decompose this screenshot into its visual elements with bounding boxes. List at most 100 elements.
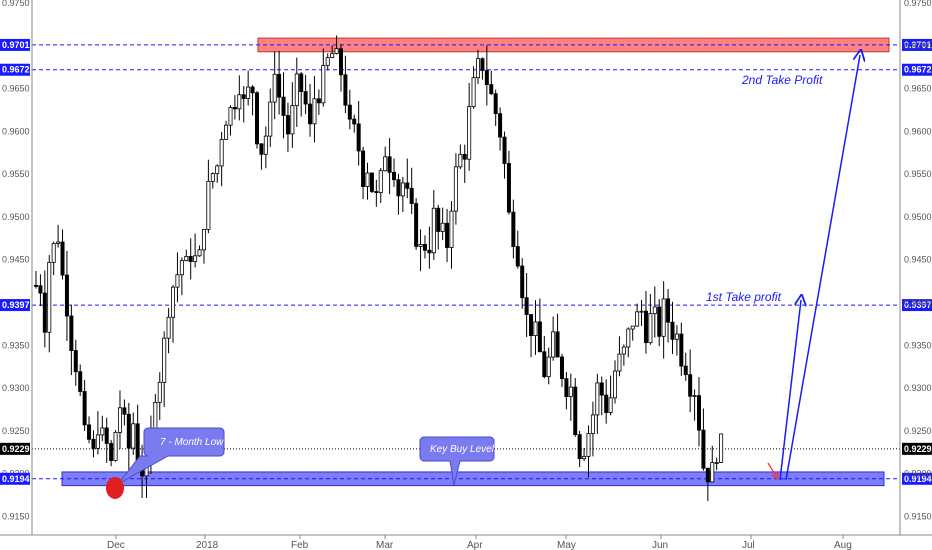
level-label-text: 0.9701 xyxy=(2,40,30,50)
level-label-bg xyxy=(0,472,30,485)
y-tick-label: 0.9550 xyxy=(904,169,932,179)
candle-body xyxy=(64,274,69,317)
candle-body xyxy=(126,413,131,449)
candle-body xyxy=(453,166,458,212)
candle-body xyxy=(175,274,180,288)
level-label-bg xyxy=(902,442,932,455)
candle-body xyxy=(666,298,671,323)
candle-body xyxy=(493,93,498,115)
level-label-text: 0.9397 xyxy=(2,300,30,310)
candle-body xyxy=(511,211,516,248)
candle-body xyxy=(422,244,427,251)
key-buy-callout-shape xyxy=(419,436,495,486)
level-price-label: 0.9194 xyxy=(0,472,30,485)
candle-body xyxy=(515,246,520,267)
candle-body xyxy=(330,53,335,59)
level-price-label: 0.9229 xyxy=(902,442,932,455)
candle-body xyxy=(551,331,556,358)
level-label-bg xyxy=(0,299,30,312)
candle-body xyxy=(445,222,450,248)
candle-body xyxy=(100,427,105,436)
candle-body xyxy=(621,346,626,355)
candle-body xyxy=(374,191,379,193)
candle-body xyxy=(312,98,317,125)
candle-body xyxy=(524,297,529,315)
candle-body xyxy=(277,73,282,98)
candle-body xyxy=(613,370,618,399)
candle-body xyxy=(325,57,330,66)
candle-body xyxy=(303,91,308,105)
candle-body xyxy=(683,365,688,376)
level-label-text: 0.9397 xyxy=(904,300,932,310)
candle-body xyxy=(166,316,171,339)
candle-body xyxy=(458,153,463,168)
candle-body xyxy=(82,391,87,426)
candle-body xyxy=(184,256,189,262)
candle-body xyxy=(635,311,640,327)
candle-body xyxy=(502,136,507,164)
level-price-label: 0.9397 xyxy=(0,299,30,312)
candle-body xyxy=(281,96,286,116)
candle-body xyxy=(228,107,233,126)
candle-body xyxy=(427,249,432,254)
candle-body xyxy=(179,260,184,276)
level-label-bg xyxy=(0,38,30,51)
candle-body xyxy=(334,48,339,54)
candle-body xyxy=(559,356,564,379)
candle-body xyxy=(648,313,653,344)
candle-body xyxy=(626,328,631,348)
candle-body xyxy=(95,434,100,449)
candle-body xyxy=(471,77,476,108)
candle-body xyxy=(418,244,423,247)
y-tick-label: 0.9150 xyxy=(904,511,932,521)
y-tick-label: 0.9650 xyxy=(2,84,30,94)
candle-body xyxy=(506,163,511,213)
y-axis-right: 0.9750 0.9700 0.9650 0.9600 0.9550 0.9500 0.94… xyxy=(0,0,932,536)
candle-body xyxy=(440,222,445,232)
candle-body xyxy=(533,321,538,336)
candle-body xyxy=(338,48,343,76)
y-tick-label: 0.9750 xyxy=(2,0,30,8)
level-label-bg xyxy=(0,63,30,76)
y-tick-label: 0.9750 xyxy=(904,0,932,8)
candle-body xyxy=(347,104,352,120)
level-price-label: 0.9194 xyxy=(902,472,932,485)
candle-body xyxy=(321,64,326,104)
candle-body xyxy=(69,315,74,351)
candle-body xyxy=(608,397,613,413)
candle-body xyxy=(285,115,290,135)
candle-body xyxy=(343,74,348,106)
candle-body xyxy=(520,265,525,299)
level-label-bg xyxy=(902,63,932,76)
y-tick-label: 0.9150 xyxy=(2,511,30,521)
candle-body xyxy=(643,310,648,344)
candle-body xyxy=(697,395,702,431)
candle-body xyxy=(263,135,268,155)
x-tick-label: Apr xyxy=(467,540,483,550)
level-price-label: 0.9701 xyxy=(0,38,30,51)
take-profit-1-label: 1st Take profit xyxy=(706,290,782,304)
y-tick-label: 0.9400 xyxy=(904,298,932,308)
candle-body xyxy=(714,462,719,464)
candle-body xyxy=(87,424,92,440)
candle-body xyxy=(617,353,622,372)
candle-body xyxy=(577,434,582,460)
month-low-marker xyxy=(106,477,124,499)
candle-body xyxy=(409,187,414,204)
level-price-label: 0.9397 xyxy=(902,299,932,312)
candle-body xyxy=(692,395,697,398)
level-label-bg xyxy=(0,442,30,455)
candle-body xyxy=(162,337,167,383)
candle-body xyxy=(60,241,65,276)
candle-body xyxy=(542,351,547,378)
y-tick-label: 0.9500 xyxy=(2,212,30,222)
candle-body xyxy=(400,182,405,197)
candle-body xyxy=(73,350,78,373)
x-tick-label: Mar xyxy=(376,540,394,550)
candle-body xyxy=(104,427,109,444)
y-tick-label: 0.9300 xyxy=(2,383,30,393)
x-tick-label: Feb xyxy=(291,540,309,550)
candle-body xyxy=(378,170,383,193)
candle-body xyxy=(117,407,122,433)
